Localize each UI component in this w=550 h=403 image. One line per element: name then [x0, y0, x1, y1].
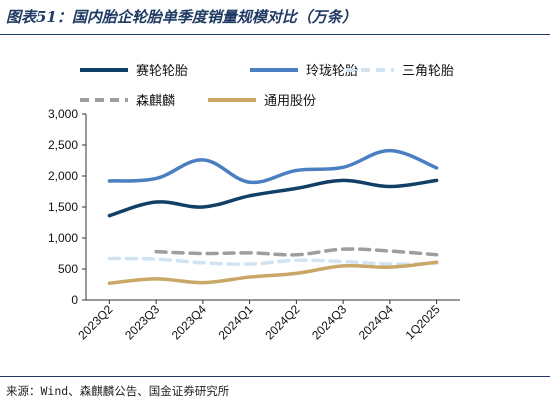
y-tick-label: 2,000 [48, 169, 78, 183]
legend-label-5: 通用股份 [264, 94, 316, 109]
x-tick-label: 2024Q4 [356, 302, 396, 342]
x-tick-label: 2024Q1 [216, 302, 256, 342]
legend-label-1: 赛轮轮胎 [136, 63, 188, 79]
y-tick-label: 3,000 [48, 107, 78, 121]
y-tick-label: 0 [71, 293, 78, 307]
legend-label-2: 玲珑轮胎 [306, 64, 358, 79]
x-tick-label: 2023Q4 [169, 302, 209, 342]
title-bar: 图表51：国内胎企轮胎单季度销量规模对比（万条） [0, 0, 550, 35]
series-line-2 [107, 148, 439, 185]
y-tick-label: 500 [58, 262, 78, 276]
source-note: 来源：Wind、森麒麟公告、国金证券研究所 [6, 384, 230, 398]
x-tick-label: 1Q2025 [403, 302, 443, 342]
footer-divider [0, 376, 550, 377]
legend-label-4: 森麒麟 [136, 93, 175, 109]
series-line-1 [107, 178, 439, 218]
series-line-4 [154, 247, 439, 257]
x-tick-label: 2024Q2 [262, 302, 302, 342]
series-line-3 [107, 256, 439, 266]
x-tick-label: 2023Q2 [75, 302, 115, 342]
y-tick-label: 1,000 [48, 231, 78, 245]
chart-title: 图表51：国内胎企轮胎单季度销量规模对比（万条） [6, 8, 357, 26]
legend-label-3: 三角轮胎 [402, 64, 454, 79]
y-tick-label: 2,500 [48, 138, 78, 152]
x-tick-label: 2024Q3 [309, 302, 349, 342]
series-line-5 [107, 260, 439, 286]
y-tick-label: 1,500 [48, 200, 78, 214]
x-tick-label: 2023Q3 [122, 302, 162, 342]
